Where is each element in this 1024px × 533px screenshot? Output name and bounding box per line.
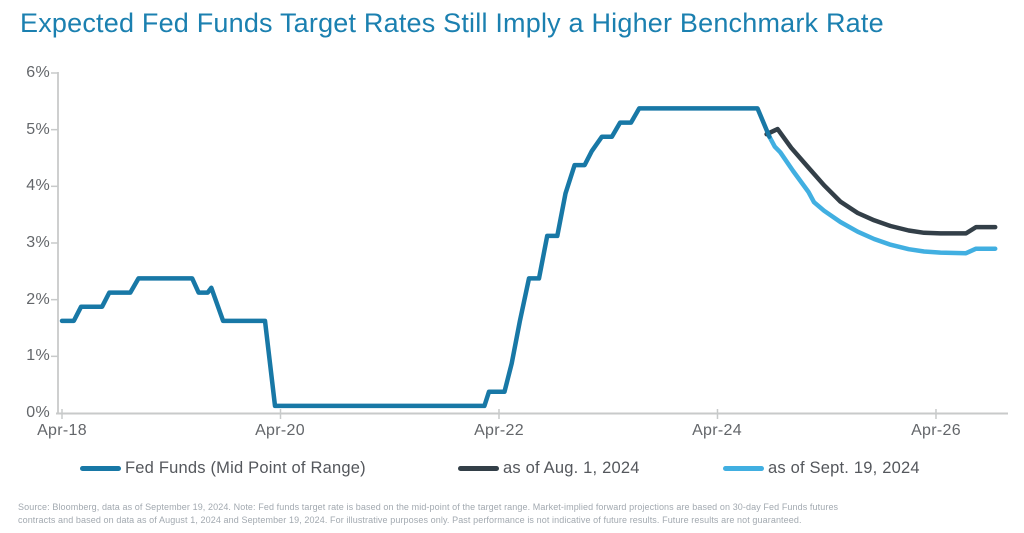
legend-swatch-aug1-projection (458, 465, 499, 471)
chart-title: Expected Fed Funds Target Rates Still Im… (20, 8, 884, 38)
x-axis-tick-label: Apr-24 (692, 422, 742, 439)
x-axis-tick-label: Apr-18 (37, 422, 87, 439)
aug1-projection-line (764, 126, 998, 236)
sept19-projection-line (767, 134, 998, 256)
legend-swatch-sept19-projection (723, 465, 764, 471)
y-axis-tick-label: 3% (26, 234, 50, 251)
legend-item-fed-funds: Fed Funds (Mid Point of Range) (80, 456, 366, 480)
y-axis-tick-label: 4% (26, 177, 50, 194)
legend-label: Fed Funds (Mid Point of Range) (125, 458, 366, 477)
y-axis-tick-label: 0% (26, 404, 50, 421)
legend-label: as of Sept. 19, 2024 (768, 458, 920, 477)
x-axis-tick-label: Apr-22 (474, 422, 524, 439)
legend-swatch-fed-funds (80, 465, 121, 471)
source-footnote-line2: contracts and based on data as of August… (18, 515, 802, 525)
y-axis-tick-label: 5% (26, 121, 50, 138)
x-axis-tick-label: Apr-26 (911, 422, 961, 439)
legend-item-sept19-projection: as of Sept. 19, 2024 (723, 456, 920, 480)
fed-funds-line (59, 106, 772, 409)
y-axis-tick-label: 2% (26, 291, 50, 308)
source-footnote-line1: Source: Bloomberg, data as of September … (18, 502, 839, 512)
legend-item-aug1-projection: as of Aug. 1, 2024 (458, 456, 640, 480)
y-axis-tick-label: 6% (26, 64, 50, 81)
y-axis-tick-label: 1% (26, 347, 50, 364)
x-axis-tick-label: Apr-20 (255, 422, 305, 439)
source-footnote: Source: Bloomberg, data as of September … (18, 501, 1010, 527)
legend-label: as of Aug. 1, 2024 (503, 458, 640, 477)
